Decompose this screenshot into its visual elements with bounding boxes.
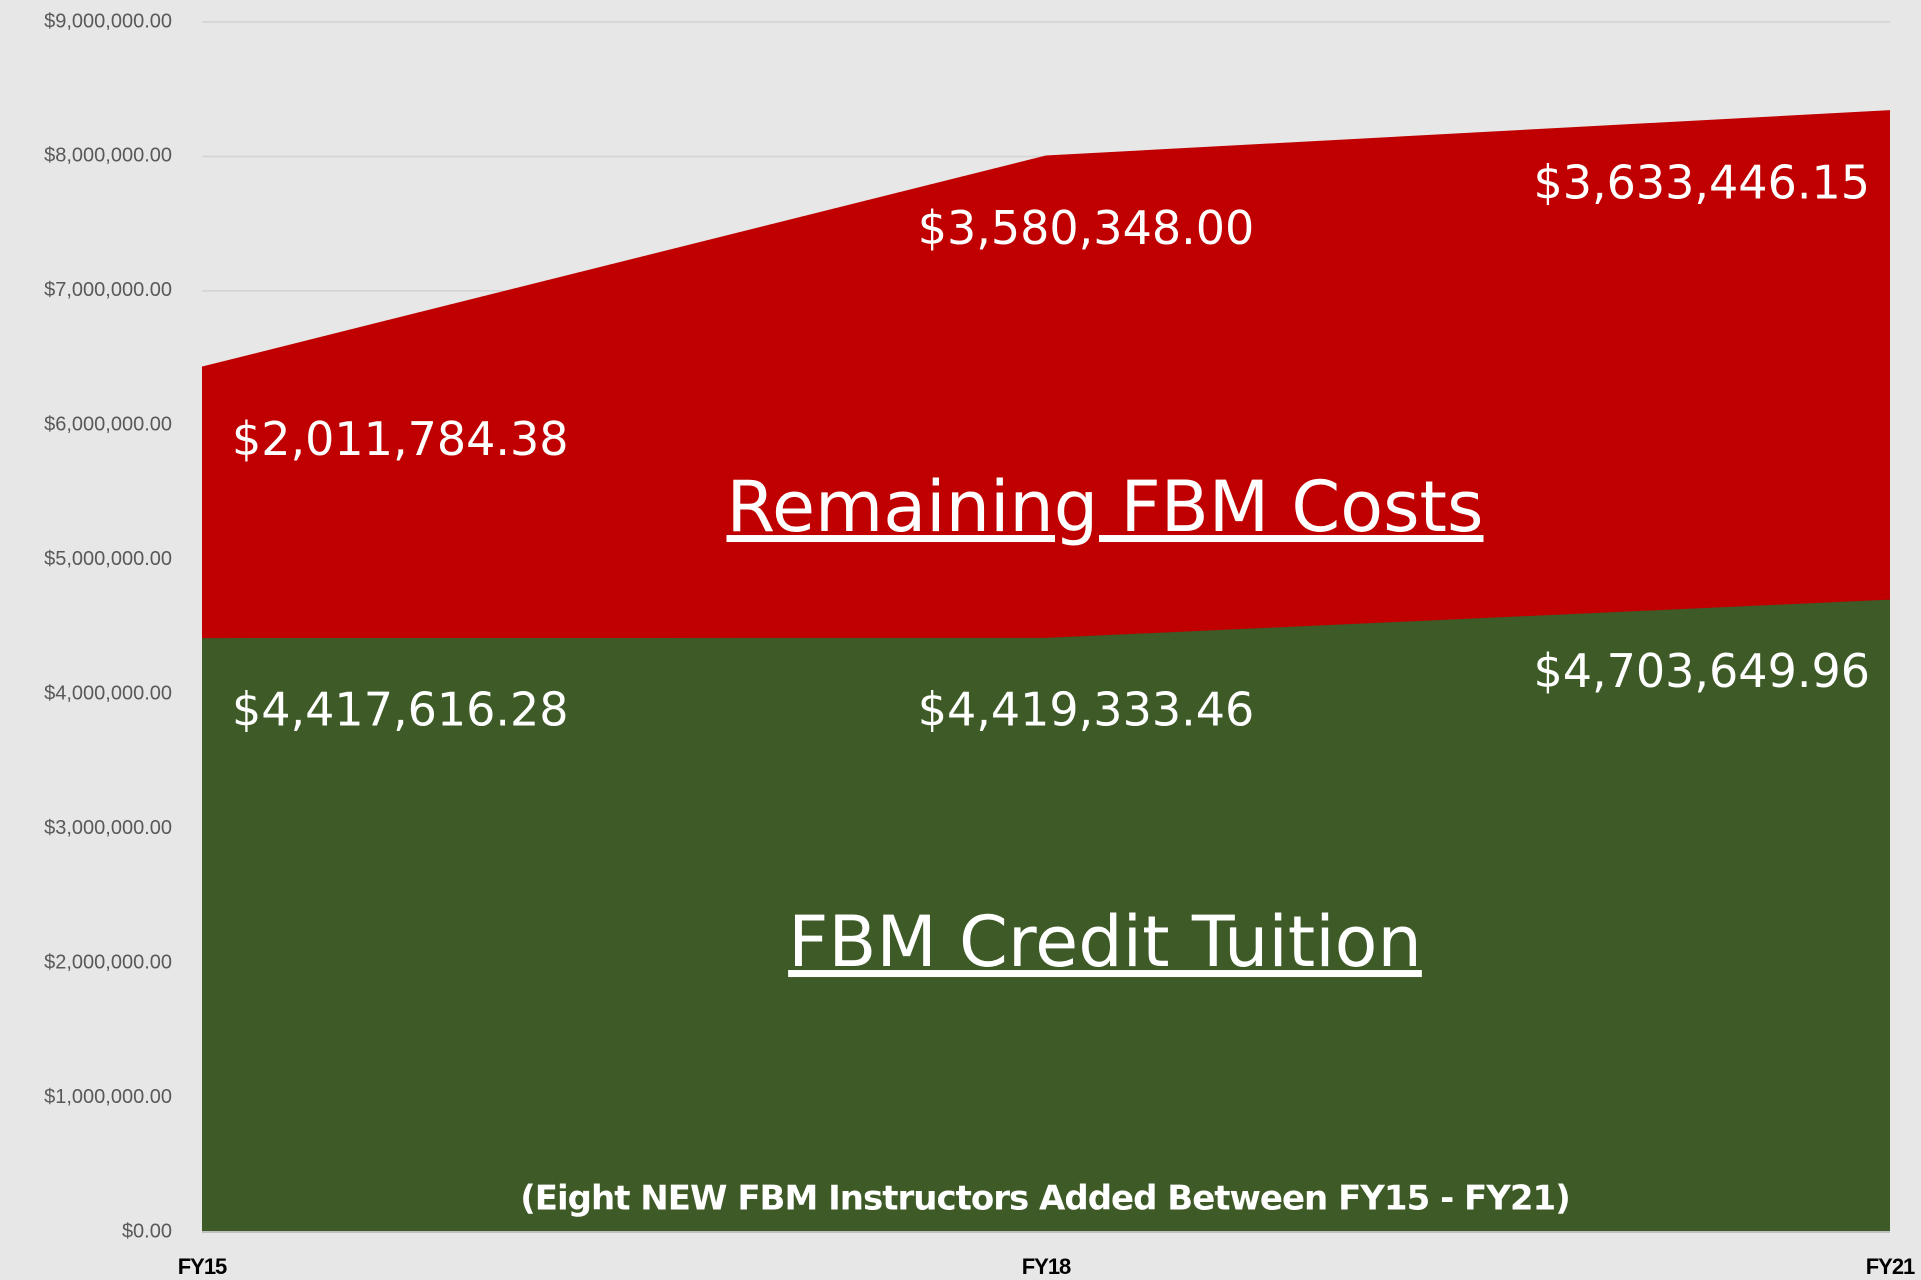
areas <box>201 110 1891 1232</box>
value-label: $3,633,446.15 <box>1533 156 1870 210</box>
y-tick-label: $9,000,000.00 <box>44 10 172 32</box>
value-label: $3,580,348.00 <box>918 201 1255 255</box>
area-fill <box>202 111 1890 639</box>
y-tick-label: $8,000,000.00 <box>44 145 172 167</box>
area-fill <box>202 599 1890 1232</box>
y-tick-label: $4,000,000.00 <box>44 683 172 705</box>
series-name: Remaining FBM Costs <box>727 466 1484 548</box>
annotation: (Eight NEW FBM Instructors Added Between… <box>520 1179 1569 1219</box>
value-label: $4,417,616.28 <box>232 683 569 737</box>
x-tick-label: FY18 <box>1022 1254 1071 1279</box>
y-tick-label: $5,000,000.00 <box>44 548 172 570</box>
y-tick-label: $0.00 <box>122 1220 172 1242</box>
y-tick-label: $2,000,000.00 <box>44 951 172 973</box>
x-tick-label: FY21 <box>1866 1254 1915 1279</box>
series-name: FBM Credit Tuition <box>788 901 1422 983</box>
value-label: $4,703,649.96 <box>1533 644 1870 698</box>
value-label: $4,419,333.46 <box>918 682 1255 736</box>
y-tick-label: $7,000,000.00 <box>44 279 172 301</box>
area-edge <box>201 110 1891 369</box>
y-tick-label: $6,000,000.00 <box>44 414 172 436</box>
y-tick-label: $1,000,000.00 <box>44 1086 172 1108</box>
x-tick-label: FY15 <box>178 1254 227 1279</box>
y-tick-label: $3,000,000.00 <box>44 817 172 839</box>
labels: $0.00 $1,000,000.00 $2,000,000.00 $3,000,00… <box>44 10 1916 1279</box>
value-label: $2,011,784.38 <box>232 412 569 466</box>
